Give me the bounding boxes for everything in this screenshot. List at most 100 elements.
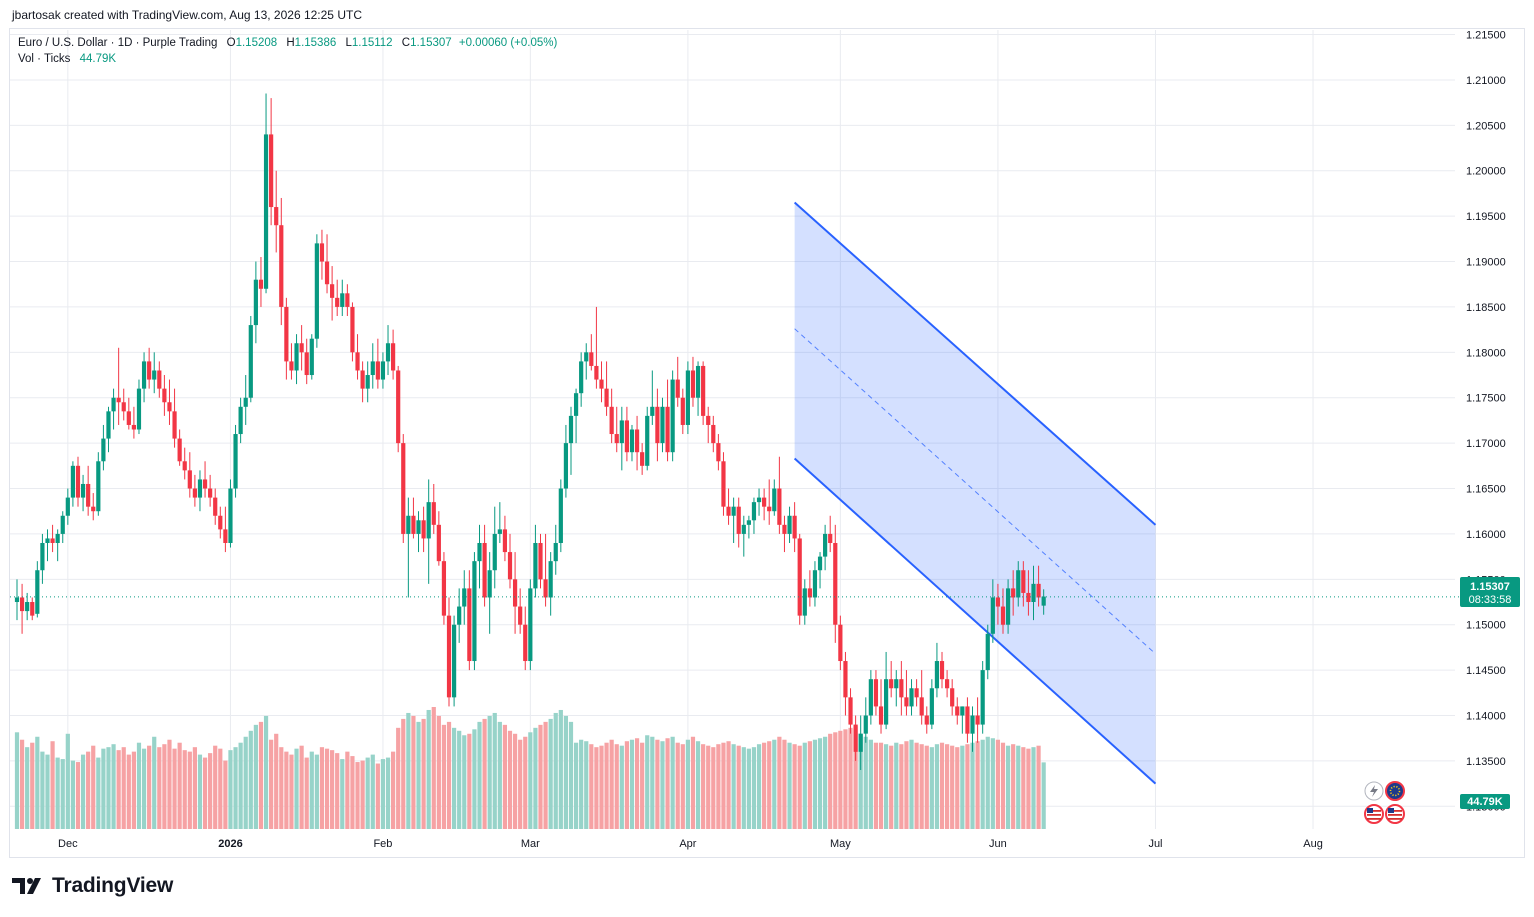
candle-body — [406, 515, 411, 534]
candle-body — [228, 488, 233, 543]
candle-body — [675, 379, 680, 398]
volume-bar — [685, 739, 690, 829]
candle-body — [929, 688, 934, 725]
candle-body — [243, 397, 248, 407]
us-flag-icon[interactable] — [1364, 804, 1384, 824]
price-tick-label: 1.15000 — [1466, 620, 1506, 632]
price-tick-label: 1.18500 — [1466, 302, 1506, 314]
volume-bar — [75, 762, 81, 829]
candle-body — [472, 561, 477, 662]
volume-bar — [843, 729, 848, 829]
volume-bar — [121, 747, 126, 829]
candle-body — [817, 556, 823, 571]
candle-body — [35, 570, 40, 614]
volume-bar — [899, 744, 904, 829]
volume-bar — [955, 747, 960, 829]
candle-body — [751, 502, 757, 521]
volume-bar — [589, 744, 594, 829]
candle-body — [878, 706, 884, 725]
symbol-title[interactable]: Euro / U.S. Dollar · 1D · Purple Trading — [18, 37, 218, 49]
candle-body — [1016, 570, 1021, 598]
close-label: C — [401, 37, 411, 49]
volume-bar — [375, 763, 380, 829]
candle-body — [258, 279, 264, 289]
candle-body — [863, 715, 868, 734]
volume-bar — [441, 724, 447, 829]
candle-body — [619, 420, 624, 444]
candle-body — [1041, 596, 1046, 606]
volume-bar — [309, 751, 314, 829]
candle-body — [558, 488, 563, 543]
volume-bar — [1000, 742, 1006, 829]
eu-flag-icon[interactable] — [1385, 781, 1405, 801]
tradingview-logo[interactable]: TradingView — [12, 874, 173, 898]
volume-bar — [548, 718, 553, 829]
candle-body — [985, 633, 990, 671]
volume-bar — [721, 742, 726, 829]
open-value: 1.15208 — [235, 37, 278, 49]
volume-bar — [807, 741, 812, 829]
volume-bar — [741, 747, 746, 829]
volume-bar — [894, 742, 899, 829]
volume-bar — [233, 747, 238, 829]
volume-bar — [436, 715, 441, 829]
candle-body — [685, 370, 690, 425]
candle-body — [624, 420, 629, 453]
volume-bar — [817, 738, 823, 829]
candle-body — [365, 375, 370, 389]
candle-body — [304, 352, 309, 376]
tradingview-logo-icon — [12, 878, 41, 894]
us-flag-icon[interactable] — [1385, 804, 1405, 824]
candle-body — [218, 515, 223, 530]
candle-body — [690, 370, 696, 398]
candle-body — [833, 542, 838, 625]
event-icons — [1364, 781, 1405, 824]
candle-body — [518, 606, 523, 625]
volume-bar — [828, 733, 833, 829]
candle-body — [914, 688, 919, 698]
volume-bar — [1011, 744, 1016, 829]
candle-body — [843, 661, 848, 698]
candle-body — [187, 470, 192, 489]
candle-body — [441, 561, 447, 616]
candle-body — [975, 715, 980, 725]
candle-body — [919, 697, 924, 716]
volume-bar — [401, 718, 406, 829]
candle-body — [528, 588, 533, 662]
candle-body — [604, 388, 609, 407]
volume-bar — [680, 744, 685, 829]
volume-bar — [970, 742, 975, 829]
candle-body — [568, 415, 574, 444]
volume-bar — [579, 739, 584, 829]
candle-body — [350, 306, 355, 353]
volume-bar — [573, 742, 579, 829]
candle-body — [360, 370, 365, 389]
price-tick-label: 1.17500 — [1466, 393, 1506, 405]
lightning-icon[interactable] — [1364, 781, 1384, 801]
volume-bar — [797, 745, 802, 829]
candle-body — [116, 397, 121, 403]
volume-bar — [477, 721, 482, 829]
candle-body — [426, 502, 431, 539]
candle-body — [60, 515, 65, 534]
change-value: +0.00060 (+0.05%) — [458, 37, 558, 49]
price-tick-label: 1.20000 — [1466, 166, 1506, 178]
volume-bar — [1036, 745, 1041, 829]
volume-bar — [629, 739, 635, 829]
volume-label[interactable]: Vol · Ticks — [18, 53, 71, 65]
brand-name: TradingView — [52, 874, 174, 897]
candle-body — [319, 243, 325, 262]
candle-body — [411, 515, 416, 534]
volume-bar — [965, 744, 970, 829]
candle-body — [904, 697, 909, 707]
candle-body — [802, 588, 807, 616]
candle-body — [65, 497, 70, 516]
candle-body — [416, 520, 421, 534]
volume-bar — [701, 744, 706, 829]
candle-body — [284, 306, 289, 362]
candle-body — [716, 443, 721, 462]
grid-lines — [10, 30, 1455, 829]
price-tag-countdown: 08:33:58 — [1469, 594, 1512, 606]
candle-body — [787, 515, 792, 534]
